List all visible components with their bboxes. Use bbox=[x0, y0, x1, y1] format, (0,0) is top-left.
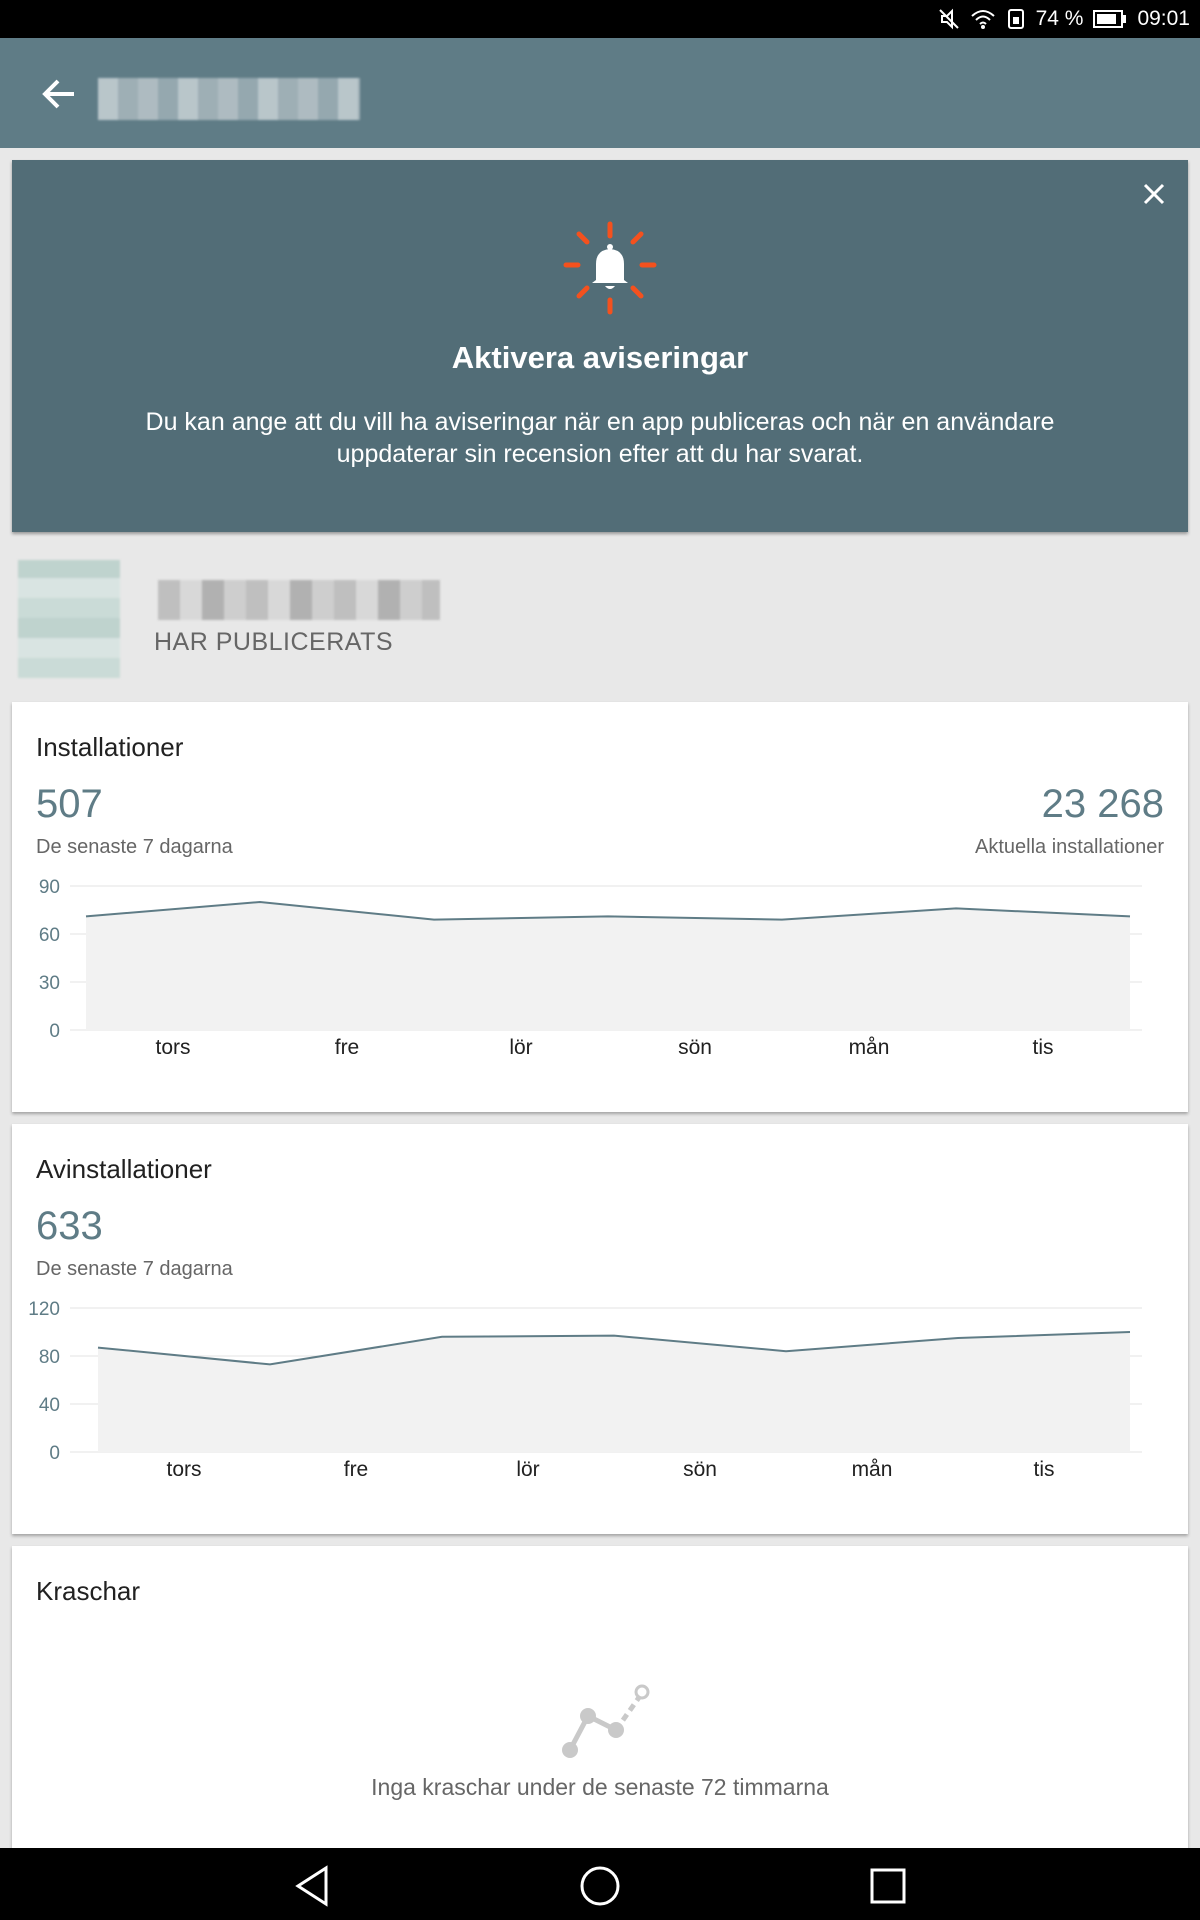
y-tick-label: 0 bbox=[49, 1443, 60, 1464]
x-tick-label: lör bbox=[516, 1458, 539, 1481]
y-tick-label: 30 bbox=[39, 973, 60, 994]
no-crashes-text: Inga kraschar under de senaste 72 timmar… bbox=[371, 1774, 829, 1800]
mute-icon bbox=[938, 8, 959, 30]
battery-percent: 74 % bbox=[1035, 7, 1084, 30]
x-tick-label: tis bbox=[1033, 1036, 1054, 1059]
series-area bbox=[86, 902, 1130, 1030]
total-installs-value: 23 268 bbox=[1041, 782, 1164, 826]
uninstalls-caption: De senaste 7 dagarna bbox=[36, 1258, 233, 1280]
total-installs-caption: Aktuella installationer bbox=[975, 836, 1164, 858]
battery-icon bbox=[1093, 10, 1127, 28]
x-tick-label: fre bbox=[344, 1458, 369, 1481]
crashes-title: Kraschar bbox=[36, 1576, 141, 1606]
y-tick-label: 90 bbox=[39, 877, 60, 898]
back-arrow-icon[interactable] bbox=[38, 74, 80, 114]
x-tick-label: mån bbox=[849, 1036, 890, 1059]
installs-title: Installationer bbox=[36, 732, 184, 762]
ringing-bell-icon bbox=[563, 221, 657, 315]
x-tick-label: sön bbox=[683, 1458, 717, 1481]
wifi-icon bbox=[970, 10, 995, 29]
app-bar bbox=[0, 38, 1200, 148]
x-tick-label: lör bbox=[509, 1036, 532, 1059]
uninstalls-card[interactable]: Avinstallationer 633 De senaste 7 dagarn… bbox=[12, 1124, 1188, 1534]
y-tick-label: 60 bbox=[39, 925, 60, 946]
x-tick-label: sön bbox=[678, 1036, 712, 1059]
notification-body: Du kan ange att du vill ha aviseringar n… bbox=[145, 408, 1055, 468]
status-bar: 74 % 09:01 bbox=[0, 0, 1200, 38]
uninstalls-chart: 0 40 80 120 tors fre lör sön mån tis bbox=[28, 1299, 1142, 1481]
crashes-card[interactable]: Kraschar Inga kraschar under de senaste … bbox=[12, 1546, 1188, 1848]
empty-chart-icon bbox=[562, 1684, 650, 1758]
app-publish-status: HAR PUBLICERATS bbox=[154, 628, 394, 656]
x-tick-label: fre bbox=[335, 1036, 360, 1059]
notification-promo-card: Aktivera aviseringar Du kan ange att du … bbox=[12, 160, 1188, 532]
nav-home-icon[interactable] bbox=[578, 1864, 622, 1908]
x-tick-label: tors bbox=[166, 1458, 201, 1481]
installs-value: 507 bbox=[36, 782, 103, 826]
nav-recents-icon[interactable] bbox=[866, 1864, 910, 1908]
system-nav-bar bbox=[0, 1848, 1200, 1920]
x-tick-label: tis bbox=[1034, 1458, 1055, 1481]
installs-caption: De senaste 7 dagarna bbox=[36, 836, 233, 858]
y-tick-label: 40 bbox=[39, 1395, 60, 1416]
nav-back-icon[interactable] bbox=[292, 1864, 336, 1908]
installs-chart: 0 30 60 90 tors fre lör sön mån tis bbox=[39, 877, 1142, 1059]
y-tick-label: 0 bbox=[49, 1021, 60, 1042]
app-title-redacted bbox=[98, 78, 360, 120]
notification-title: Aktivera aviseringar bbox=[451, 340, 749, 375]
y-tick-label: 120 bbox=[28, 1299, 60, 1320]
uninstalls-title: Avinstallationer bbox=[36, 1154, 212, 1184]
x-tick-label: mån bbox=[852, 1458, 893, 1481]
series-line bbox=[97, 1331, 1131, 1366]
app-icon-redacted bbox=[18, 560, 120, 678]
series-area bbox=[98, 1332, 1130, 1452]
app-name-redacted bbox=[158, 580, 440, 620]
clock: 09:01 bbox=[1137, 7, 1190, 30]
y-tick-label: 80 bbox=[39, 1347, 60, 1368]
x-tick-label: tors bbox=[155, 1036, 190, 1059]
sim-icon bbox=[1007, 9, 1024, 29]
series-line bbox=[85, 900, 1131, 921]
uninstalls-value: 633 bbox=[36, 1204, 103, 1248]
installs-card[interactable]: Installationer 507 De senaste 7 dagarna … bbox=[12, 702, 1188, 1112]
close-icon[interactable] bbox=[1136, 176, 1172, 212]
